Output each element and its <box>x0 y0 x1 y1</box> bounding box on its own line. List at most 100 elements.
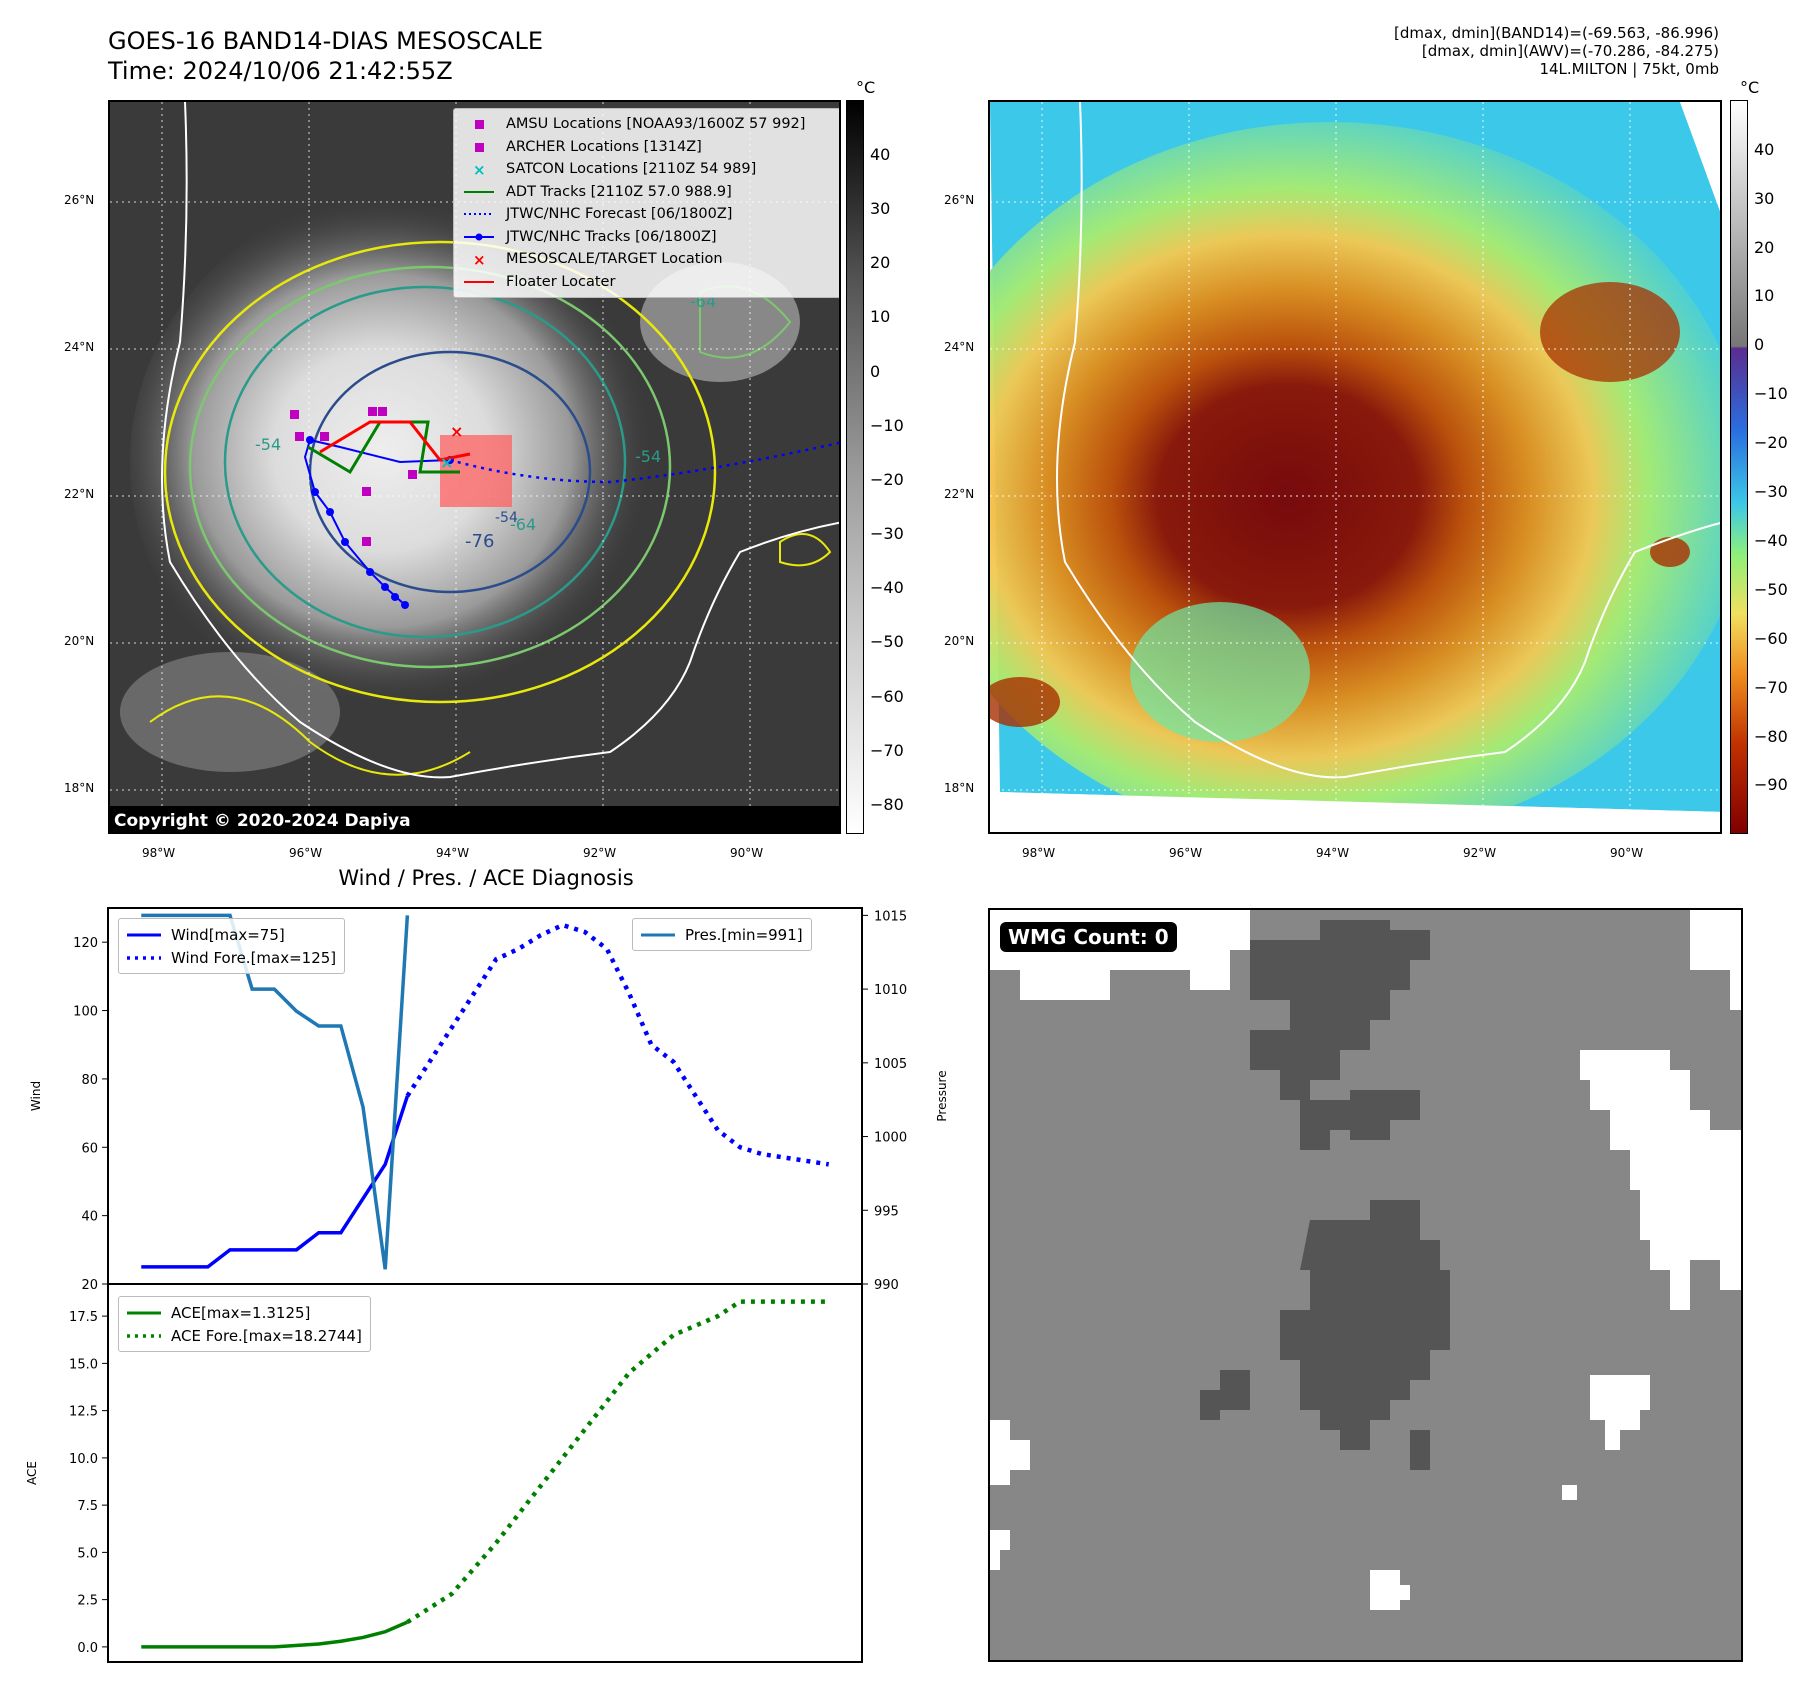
lat-tick: 22°N <box>64 487 95 501</box>
lat-tick: 26°N <box>64 193 95 207</box>
y-axis-label: Wind <box>29 1081 43 1111</box>
ace-chart: 17.5 15.0 12.5 10.0 7.5 5.0 2.5 0.0 ACE <box>25 1283 863 1663</box>
left-colorbar-unit: °C <box>856 78 876 97</box>
series-line-1 <box>405 922 830 1167</box>
colorbar-tick: −40 <box>1754 530 1788 550</box>
legend-marker-x-icon: × <box>473 252 486 266</box>
lon-tick: 96°W <box>289 846 323 860</box>
legend-dotted-line-icon <box>464 213 494 216</box>
legend-line-icon <box>464 190 494 193</box>
series-line-0 <box>141 1620 409 1649</box>
band14-color-map <box>988 100 1722 834</box>
lat-tick: 20°N <box>64 634 95 648</box>
colorbar-tick: −30 <box>1754 482 1788 502</box>
wmg-panel: WMG Count: 0 <box>988 908 1743 1662</box>
colorbar-tick: 40 <box>1754 139 1775 159</box>
legend-solid-line-icon <box>127 1311 161 1314</box>
lon-tick: 92°W <box>583 846 617 860</box>
svg-text:×: × <box>450 422 463 441</box>
color-map-svg <box>990 102 1720 832</box>
y-tick-label: 100 <box>73 1005 98 1020</box>
legend-item: ARCHER Locations [1314Z] <box>462 136 832 159</box>
svg-text:×: × <box>440 453 453 472</box>
y2-axis-label: Pressure <box>935 1070 949 1121</box>
legend-item: JTWC/NHC Forecast [06/1800Z] <box>462 203 832 226</box>
legend-item: ADT Tracks [2110Z 57.0 988.9] <box>462 181 832 204</box>
wmg-grid-svg <box>990 910 1741 1610</box>
contour-label: -54 <box>635 447 661 466</box>
colorbar-tick: −60 <box>870 686 904 706</box>
ace-legend: ACE[max=1.3125] ACE Fore.[max=18.2744] <box>118 1296 371 1352</box>
colorbar-tick: 20 <box>1754 237 1775 257</box>
series-line-0 <box>141 1095 410 1269</box>
legend-item: Wind[max=75] <box>127 923 336 946</box>
colorbar-tick: 0 <box>1754 335 1765 355</box>
legend-item: ACE[max=1.3125] <box>127 1301 362 1324</box>
contour-label: -54 <box>255 435 281 454</box>
legend-item: Wind Fore.[max=125] <box>127 946 336 969</box>
info-line-awv: [dmax, dmin](AWV)=(-70.286, -84.275) <box>1421 42 1719 60</box>
svg-text:×: × <box>473 162 486 176</box>
y2-tick-label: 990 <box>874 1278 899 1290</box>
legend-solid-line-icon <box>641 933 675 936</box>
colorbar-tick: −60 <box>1754 628 1788 648</box>
wind-legend: Wind[max=75] Wind Fore.[max=125] <box>118 918 346 974</box>
lon-tick: 94°W <box>436 846 470 860</box>
wind-pressure-chart: 120 100 80 60 40 20 1015 1010 1005 1000 995 990 Wind… <box>29 907 949 1290</box>
y2-tick-label: 1005 <box>874 1057 907 1072</box>
figure-title-line2: Time: 2024/10/06 21:42:55Z <box>108 57 453 85</box>
legend-marker-square-icon <box>475 120 484 130</box>
y-tick-label: 20 <box>81 1278 98 1290</box>
lat-tick: 20°N <box>944 634 975 648</box>
y-tick-label: 40 <box>81 1210 98 1225</box>
lon-tick: 94°W <box>1316 846 1350 860</box>
y-tick-label: 5.0 <box>77 1546 98 1561</box>
colorbar-tick: −20 <box>870 469 904 489</box>
colorbar-tick: 30 <box>1754 188 1775 208</box>
contour-label: -54 <box>495 510 518 526</box>
y-tick-label: 60 <box>81 1141 98 1156</box>
info-block: [dmax, dmin](BAND14)=(-69.563, -86.996) … <box>1394 24 1719 78</box>
right-colorbar <box>1730 100 1748 834</box>
colorbar-tick: −80 <box>1754 726 1788 746</box>
legend-marker-square-icon <box>475 142 484 152</box>
diagnosis-chart-title: Wind / Pres. / ACE Diagnosis <box>338 866 634 890</box>
right-colorbar-unit: °C <box>1740 78 1760 97</box>
y-tick-label: 2.5 <box>77 1594 98 1609</box>
svg-text:×: × <box>473 252 486 266</box>
legend-dotted-line-icon <box>127 955 161 960</box>
lat-tick: 26°N <box>944 193 975 207</box>
legend-item: Pres.[min=991] <box>641 923 803 946</box>
series-line-1 <box>406 1299 829 1625</box>
lat-tick: 24°N <box>944 340 975 354</box>
contour-label: -76 <box>465 531 494 552</box>
pressure-legend: Pres.[min=991] <box>632 918 812 951</box>
colorbar-tick: 0 <box>870 361 881 381</box>
colorbar-tick: −20 <box>1754 433 1788 453</box>
lon-tick: 90°W <box>730 846 764 860</box>
y2-tick-label: 1000 <box>874 1131 907 1146</box>
legend-item: × SATCON Locations [2110Z 54 989] <box>462 158 832 181</box>
band14-grayscale-map: × × -54 -64 -54 -64 -76 -54 Copyright © … <box>108 100 841 834</box>
wmg-count-badge: WMG Count: 0 <box>1000 922 1177 952</box>
legend-dotted-line-icon <box>127 1333 161 1338</box>
legend-line-icon <box>464 280 494 283</box>
colorbar-tick: −70 <box>1754 677 1788 697</box>
lon-tick: 98°W <box>1022 846 1056 860</box>
colorbar-tick: −50 <box>870 632 904 652</box>
colorbar-tick: 20 <box>870 253 891 273</box>
info-line-band14: [dmax, dmin](BAND14)=(-69.563, -86.996) <box>1394 24 1719 42</box>
colorbar-tick: −90 <box>1754 775 1788 795</box>
lon-tick: 98°W <box>142 846 176 860</box>
colorbar-tick: 10 <box>1754 286 1775 306</box>
y-tick-label: 0.0 <box>77 1641 98 1656</box>
legend-item: × MESOSCALE/TARGET Location <box>462 248 832 271</box>
colorbar-tick: 40 <box>870 144 891 164</box>
info-line-storm: 14L.MILTON | 75kt, 0mb <box>1539 60 1719 78</box>
colorbar-tick: −50 <box>1754 579 1788 599</box>
y2-tick-label: 1015 <box>874 909 907 924</box>
y-tick-label: 120 <box>73 936 98 951</box>
colorbar-tick: −30 <box>870 524 904 544</box>
lon-tick: 96°W <box>1169 846 1203 860</box>
legend-line-dot-icon <box>464 233 494 241</box>
